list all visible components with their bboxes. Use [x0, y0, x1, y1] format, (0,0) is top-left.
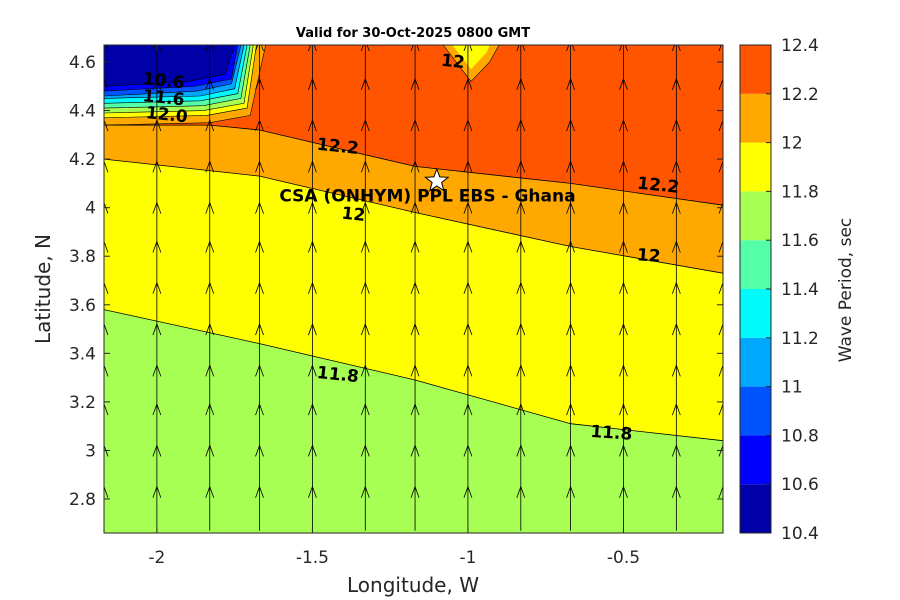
vector-head	[718, 403, 723, 416]
x-tick-label: -2	[148, 548, 165, 568]
contour-label: 11.6	[142, 86, 186, 110]
vector-head	[671, 45, 681, 52]
plot-area: 11.8 11.8 12 12 12.2 12.2 12 10.611.612.0 CSA (O…	[104, 45, 723, 533]
vector-head	[718, 322, 723, 336]
colorbar-tick-label: 11.8	[781, 182, 819, 202]
colorbar-tick-label: 11.4	[781, 280, 819, 300]
y-tick-label: 4.4	[69, 102, 96, 122]
vector-head	[104, 201, 109, 214]
band-12-12.2	[104, 125, 723, 274]
vector-head	[152, 45, 162, 52]
y-tick-label: 3.2	[69, 393, 96, 413]
y-tick-label: 4.6	[69, 53, 96, 73]
vector-head	[104, 403, 109, 416]
vector-head	[718, 77, 723, 90]
contour-label: 10.6	[142, 69, 186, 93]
colorbar-swatch	[740, 435, 771, 485]
site-star-icon	[424, 167, 450, 192]
vector-head	[718, 45, 722, 52]
colorbar-swatch	[740, 93, 771, 143]
y-tick-label: 2.8	[69, 490, 96, 510]
vector-head	[566, 45, 575, 52]
vector-head	[104, 322, 109, 336]
colorbar-swatch	[740, 289, 771, 338]
pocket-band-8	[104, 45, 235, 87]
contour-label: 12.2	[636, 174, 680, 198]
vector-head	[104, 281, 109, 294]
contour-label: 11.8	[316, 363, 360, 387]
vector-head	[718, 118, 723, 132]
vector-head	[718, 444, 723, 457]
x-tick-label: -1.5	[296, 548, 329, 568]
vector-head	[718, 485, 723, 498]
colorbar-tick-label: 12.4	[781, 36, 819, 56]
vector-head	[105, 45, 109, 52]
colorbar-tick-label: 10.4	[781, 524, 819, 544]
band-11.8-12	[104, 159, 723, 441]
colorbar: 10.4 10.6 10.8 11 11.2 11.4 11.6 11.8 12 12.2 12.4	[739, 36, 819, 544]
contour-label: 11.8	[590, 422, 633, 445]
vector-head	[619, 45, 628, 52]
y-tick-label: 3.6	[69, 296, 96, 316]
vector-head	[718, 160, 723, 173]
contour-line-2	[104, 124, 723, 206]
vector-head	[104, 364, 109, 377]
vector-head	[718, 240, 723, 253]
colorbar-label: Wave Period, sec	[836, 218, 856, 363]
vector-head	[255, 45, 264, 52]
y-tick-label: 3	[85, 441, 96, 461]
y-axis-label: Latitude, N	[31, 234, 55, 344]
vector-head	[104, 240, 109, 253]
x-axis-label: Longitude, W	[347, 573, 479, 597]
vector-head	[718, 201, 723, 214]
contour-label: 12	[440, 51, 466, 73]
vector-head	[104, 485, 109, 498]
colorbar-swatch	[740, 45, 771, 94]
contour-label: 12	[341, 204, 367, 226]
x-tick-label: -1	[459, 548, 476, 568]
vector-head	[104, 444, 109, 457]
colorbar-tick-label: 12.2	[781, 85, 819, 105]
vector-head	[104, 77, 109, 90]
notch-inner	[452, 45, 490, 70]
x-tick-label: -0.5	[607, 548, 640, 568]
vector-head	[410, 45, 420, 52]
vector-field	[104, 45, 723, 531]
vector-head	[718, 364, 723, 377]
axes: -2 -1.5 -1 -0.5 2.8 3 3.2 3.4 3.6 3.8 4 4.2 4.4 4.6	[69, 45, 723, 568]
colorbar-swatch	[740, 484, 771, 533]
y-tick-label: 4.2	[69, 150, 96, 170]
colorbar-tick-label: 11.2	[781, 329, 819, 349]
contour-label: 12.0	[145, 103, 189, 127]
plot-frame	[103, 44, 724, 534]
vector-head	[104, 160, 109, 173]
colorbar-swatch	[740, 142, 771, 192]
colorbar-swatch	[740, 240, 771, 289]
y-tick-label: 4	[85, 199, 96, 219]
vector-head	[516, 45, 526, 52]
band-11.6-11.8	[104, 309, 723, 533]
vector-head	[463, 45, 473, 52]
colorbar-tick-label: 10.8	[781, 426, 819, 446]
contour-label: 12.2	[316, 135, 360, 159]
colorbar-tick-label: 11	[781, 378, 803, 398]
colorbar-tick-label: 11.6	[781, 231, 819, 251]
colorbar-swatch	[740, 337, 771, 387]
colorbar-swatch	[740, 386, 771, 436]
vector-head	[308, 45, 317, 52]
site-label: CSA (ONHYM) PPL EBS - Ghana	[279, 187, 575, 207]
chart-title: Valid for 30-Oct-2025 0800 GMT	[296, 26, 530, 41]
vector-head	[718, 281, 723, 294]
y-tick-label: 3.4	[69, 344, 96, 364]
vector-head	[205, 45, 215, 52]
colorbar-swatch	[740, 191, 771, 241]
vector-head	[104, 118, 109, 132]
colorbar-tick-label: 12	[781, 134, 803, 154]
colorbar-tick-label: 10.6	[781, 475, 819, 495]
y-tick-label: 3.8	[69, 247, 96, 267]
contour-label: 12	[636, 245, 661, 267]
vector-head	[360, 45, 370, 52]
